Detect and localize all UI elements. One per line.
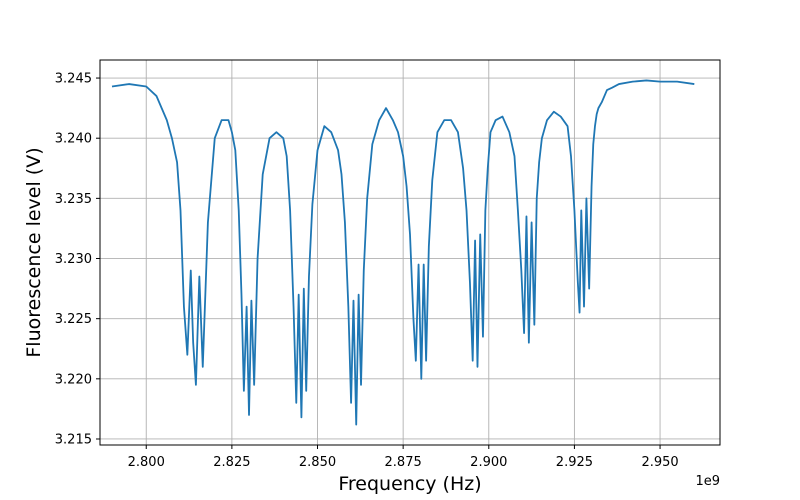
y-tick-label: 3.230 xyxy=(55,252,92,267)
y-tick-label: 3.220 xyxy=(55,372,92,387)
y-tick-label: 3.215 xyxy=(55,432,92,447)
axes-frame xyxy=(99,59,721,446)
x-axis-label: Frequency (Hz) xyxy=(338,473,481,495)
series-layer xyxy=(111,79,695,426)
y-tick-label: 3.240 xyxy=(55,132,92,147)
y-axis-label: Fluorescence level (V) xyxy=(23,147,45,357)
x-axis-offset-label: 1e9 xyxy=(695,474,720,489)
y-tick-label: 3.235 xyxy=(55,192,92,207)
y-tick-label: 3.225 xyxy=(55,312,92,327)
x-tick-label: 2.800 xyxy=(128,455,165,470)
x-tick-label: 2.950 xyxy=(641,455,678,470)
x-tick-label: 2.900 xyxy=(470,455,507,470)
x-tick-label: 2.875 xyxy=(385,455,422,470)
x-tick-label: 2.850 xyxy=(299,455,336,470)
series-line-0 xyxy=(111,79,695,426)
y-axis: 3.215 3.220 3.225 3.230 3.235 3.240 3.245 xyxy=(55,72,100,447)
x-axis: 2.800 2.825 2.850 2.875 2.900 2.925 2.950 xyxy=(128,445,679,470)
grid xyxy=(100,60,720,445)
x-tick-label: 2.825 xyxy=(213,455,250,470)
x-tick-label: 2.925 xyxy=(556,455,593,470)
y-tick-label: 3.245 xyxy=(55,72,92,87)
